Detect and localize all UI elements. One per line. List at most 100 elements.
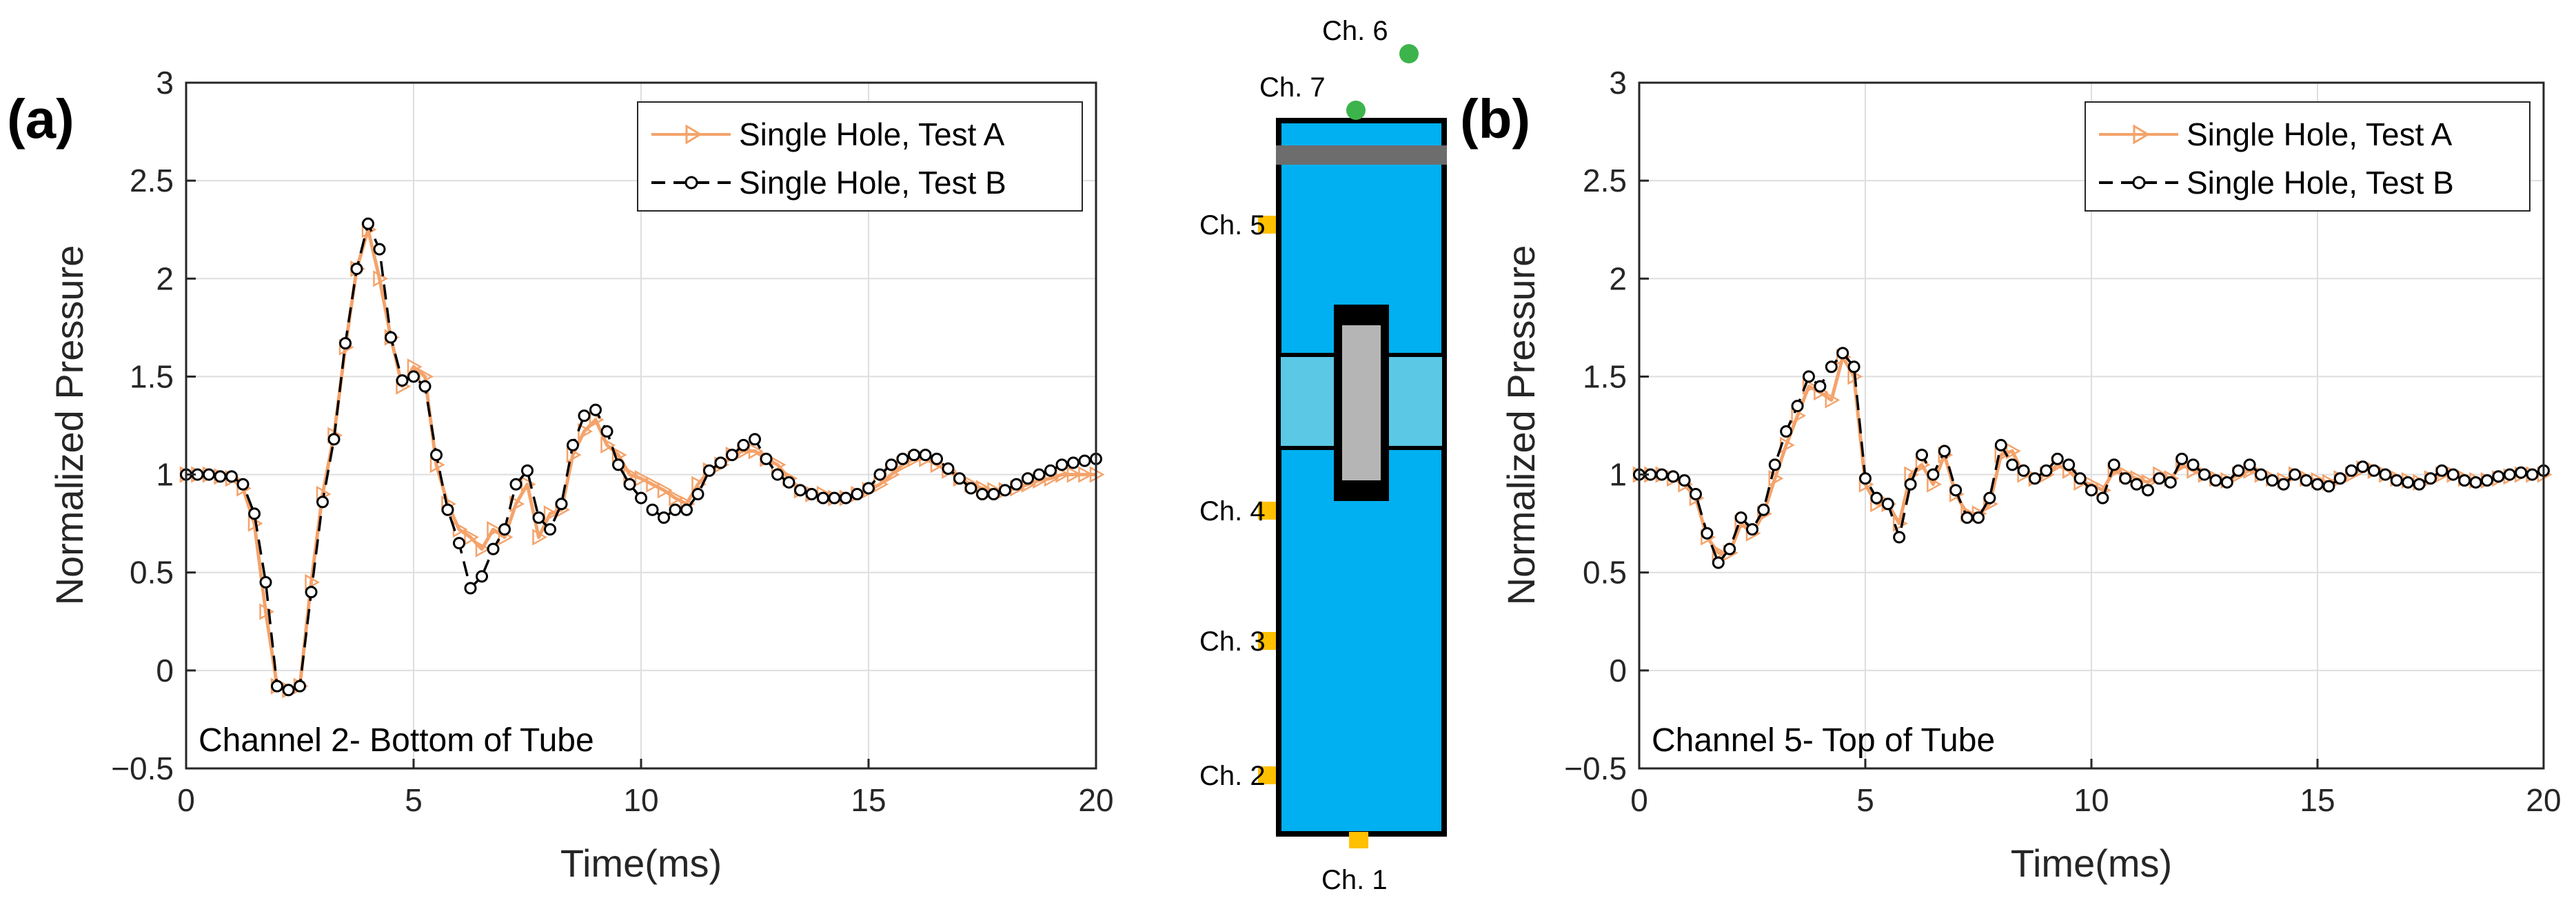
data-point-test-b <box>1055 458 1068 471</box>
data-point-test-b <box>2187 458 2200 471</box>
data-point-test-b <box>339 337 352 350</box>
data-point-test-b <box>1678 474 1691 487</box>
data-point-test-b <box>714 456 727 469</box>
data-point-test-b <box>2515 466 2528 479</box>
data-point-test-b <box>396 374 409 387</box>
y-axis-label-b: Normalized Pressure <box>1499 245 1543 606</box>
data-point-test-b <box>794 484 807 497</box>
y-tick-label: 2.5 <box>1583 163 1627 198</box>
x-tick-label: 0 <box>1630 782 1648 818</box>
specimen <box>1342 325 1381 480</box>
data-point-test-b <box>2526 468 2539 481</box>
data-point-test-a <box>407 358 423 376</box>
data-point-test-b <box>1916 449 1928 462</box>
legend-b: Single Hole, Test A Single Hole, Test B <box>2085 101 2531 212</box>
data-point-test-b <box>589 403 602 416</box>
sensor-ch7 <box>1346 101 1366 120</box>
data-point-test-b <box>453 537 465 550</box>
data-point-test-b <box>1734 511 1747 524</box>
data-point-test-b <box>1033 468 1046 481</box>
data-point-test-b <box>2390 474 2403 487</box>
data-point-test-b <box>691 488 704 500</box>
data-point-test-b <box>236 478 250 491</box>
data-point-test-b <box>612 458 625 471</box>
data-point-test-b <box>2017 464 2030 477</box>
x-axis-label-b: Time(ms) <box>2011 841 2172 885</box>
data-point-test-b <box>407 370 420 383</box>
data-point-test-a <box>771 456 787 473</box>
data-point-test-b <box>2107 458 2120 471</box>
data-point-test-a <box>669 489 684 507</box>
data-point-test-b <box>2424 472 2437 485</box>
x-tick-label: 15 <box>2300 782 2335 818</box>
data-point-test-b <box>2492 470 2505 483</box>
data-point-test-a <box>373 270 389 287</box>
label-ch2: Ch. 2 <box>1199 761 1266 791</box>
data-point-test-b <box>487 542 500 555</box>
data-point-test-b <box>282 684 295 697</box>
data-point-test-b <box>1690 488 1702 500</box>
data-point-test-b <box>669 503 682 516</box>
data-point-test-b <box>1881 498 1894 511</box>
data-point-test-a <box>748 442 764 460</box>
data-point-test-b <box>521 464 534 477</box>
data-point-test-b <box>1972 511 1985 524</box>
data-point-test-a <box>1768 470 1784 487</box>
data-point-test-b <box>362 217 374 230</box>
sensor-ch3 <box>1258 632 1276 650</box>
data-point-test-b <box>873 468 886 481</box>
data-point-test-b <box>1949 484 1963 497</box>
data-point-test-b <box>2096 491 2109 504</box>
y-tick-label: 0 <box>156 653 174 688</box>
data-point-test-b <box>999 484 1011 497</box>
data-point-test-b <box>1010 478 1023 491</box>
data-point-test-b <box>214 470 227 483</box>
data-point-test-b <box>1655 468 1668 481</box>
x-tick-label: 15 <box>851 782 886 818</box>
data-point-test-b <box>2379 468 2392 481</box>
data-point-test-a <box>1892 515 1908 532</box>
data-point-test-b <box>953 472 966 485</box>
y-tick-label: 3 <box>156 65 174 101</box>
data-point-test-b <box>896 452 909 465</box>
y-ticks-a: −0.5 0 0.5 1 1.5 2 2.5 3 <box>111 65 196 786</box>
y-tick-label: 2.5 <box>130 163 174 198</box>
data-point-test-b <box>1701 527 1714 540</box>
y-tick-label: 2 <box>1609 261 1627 296</box>
x-ticks-b: 0 5 10 15 20 <box>1630 759 2562 818</box>
data-point-test-a <box>1825 391 1840 409</box>
data-point-test-b <box>2345 464 2358 477</box>
tube-cap <box>1276 145 1447 165</box>
data-point-test-b <box>2322 480 2335 493</box>
data-point-test-b <box>1836 347 1849 360</box>
y-tick-label: 3 <box>1609 65 1627 101</box>
data-point-test-a <box>566 447 582 464</box>
panel-b-label: (b) <box>1460 88 1530 150</box>
data-point-test-b <box>385 331 397 344</box>
data-point-test-b <box>749 433 761 446</box>
data-point-test-b <box>828 491 841 504</box>
series-layer-a <box>179 217 1105 699</box>
data-point-test-b <box>771 468 784 481</box>
data-point-test-b <box>646 503 659 516</box>
data-point-test-b <box>987 488 1000 500</box>
data-point-test-b <box>1791 400 1804 413</box>
data-point-test-a <box>646 476 662 493</box>
data-point-test-b <box>2209 474 2222 487</box>
data-point-test-b <box>327 433 341 446</box>
data-point-test-b <box>623 478 636 491</box>
label-ch4: Ch. 4 <box>1199 496 1266 527</box>
data-point-test-b <box>2220 476 2233 489</box>
data-point-test-b <box>726 449 738 462</box>
data-point-test-b <box>203 468 215 481</box>
data-point-test-b <box>441 503 454 516</box>
data-point-test-b <box>2458 474 2471 487</box>
data-point-test-b <box>1757 503 1770 516</box>
data-point-test-a <box>532 529 548 546</box>
data-point-test-a <box>464 529 480 546</box>
series-layer-b <box>1632 347 2553 569</box>
data-point-test-b <box>2356 460 2369 473</box>
data-point-test-a <box>487 521 503 538</box>
y-tick-label: 0.5 <box>130 555 174 591</box>
legend-marker-b-test-b <box>2132 176 2146 190</box>
